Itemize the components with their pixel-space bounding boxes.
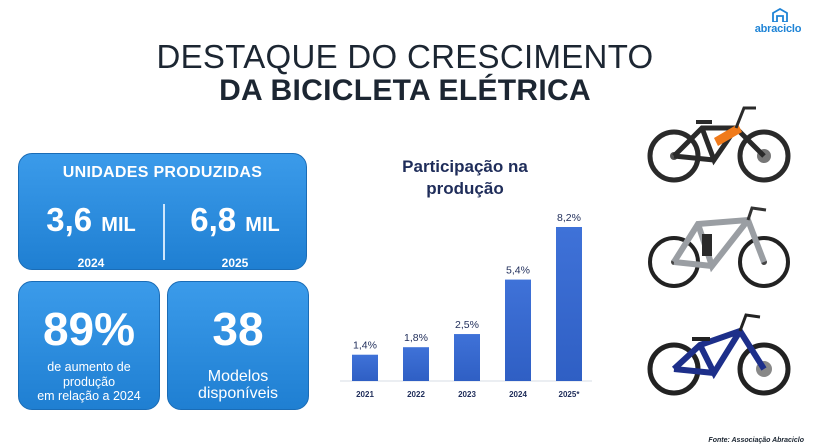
bar-2021 [352,354,378,381]
logo-text: abraciclo [754,23,802,35]
growth-caption: de aumento de produção em relação a 2024 [19,360,159,404]
electric-bike-silver-image [640,206,800,294]
growth-caption-line: em relação a 2024 [37,389,141,403]
units-2024-unit: MIL [101,214,136,236]
building-icon [772,8,788,22]
source-note: Fonte: Associação Abraciclo [708,437,804,444]
growth-card: 89% de aumento de produção em relação a … [18,281,160,410]
growth-caption-line: produção [62,374,116,389]
chart-title-line: Participação na [402,157,528,176]
page-title-line2: DA BICICLETA ELÉTRICA [219,74,591,107]
bar-value-label: 8,2% [557,212,581,224]
bar-2024 [505,279,531,381]
bar-value-label: 2,5% [455,319,479,331]
units-2025-value: 6,8 [190,201,237,238]
models-caption: Modelos disponíveis [168,368,308,402]
growth-value: 89% [42,303,136,355]
bar-2022 [403,347,429,381]
x-tick-label: 2023 [458,390,476,399]
abraciclo-logo: abraciclo [746,8,810,38]
bar-value-label: 5,4% [506,265,530,277]
chart-title-line: produção [426,179,504,198]
units-heading: UNIDADES PRODUZIDAS [62,164,263,181]
electric-mountain-bike-orange-image [640,98,800,186]
bar-value-label: 1,4% [353,340,377,352]
units-2025-unit: MIL [245,214,280,236]
models-value: 38 [212,303,264,355]
x-tick-label: 2022 [407,390,425,399]
units-produced-card: UNIDADES PRODUZIDAS 3,6 MIL 2024 6,8 MIL… [18,153,307,270]
units-2024: 3,6 MIL 2024 [19,201,163,270]
x-tick-label: 2021 [356,390,374,399]
units-2024-value: 3,6 [46,201,93,238]
models-caption-line: disponíveis [197,385,279,402]
x-tick-label: 2025* [559,390,581,399]
page-title-line1: DESTAQUE DO CRESCIMENTO [156,38,654,75]
electric-mountain-bike-blue-image [640,311,800,399]
units-2025-year: 2025 [221,256,249,270]
bar-2025* [556,227,582,381]
bar-2023 [454,334,480,381]
production-share-chart: 1,4% 2021 1,8% 2022 2,5% 2023 5,4% 2024 8,2% 2025… [340,212,592,399]
chart-title: Participação na produção [380,156,550,200]
units-2025: 6,8 MIL 2025 [163,201,307,270]
units-2024-year: 2024 [77,256,105,270]
x-tick-label: 2024 [509,390,527,399]
bar-value-label: 1,8% [404,332,428,344]
models-caption-line: Modelos [207,368,269,385]
units-divider [163,204,165,260]
models-card: 38 Modelos disponíveis [167,281,309,410]
growth-caption-line: de aumento de [47,360,131,374]
